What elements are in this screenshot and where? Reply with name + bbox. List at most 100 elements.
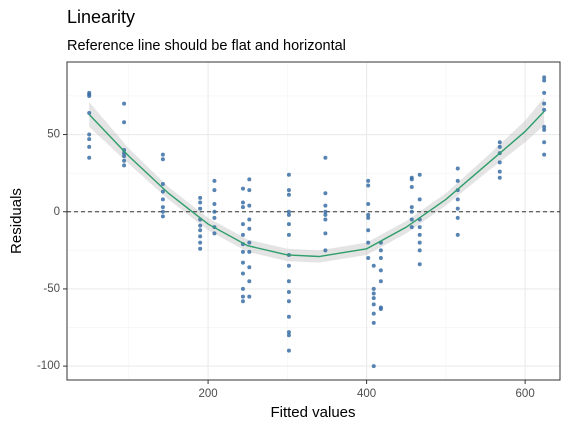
point (160, 152, 165, 157)
point (371, 291, 376, 296)
point (198, 234, 203, 239)
point (87, 155, 92, 160)
point (247, 177, 252, 182)
point (198, 246, 203, 251)
point (409, 209, 414, 214)
point (286, 299, 291, 304)
point (198, 206, 203, 211)
point (417, 172, 422, 177)
point (160, 157, 165, 162)
point (542, 90, 547, 95)
x-tick-label: 200 (198, 388, 217, 400)
point (542, 101, 547, 106)
point (323, 155, 328, 160)
confidence-band (89, 97, 545, 263)
point (417, 240, 422, 245)
point (378, 268, 383, 273)
point (160, 197, 165, 202)
point (417, 225, 422, 230)
point (198, 223, 203, 228)
point (371, 302, 376, 307)
point (247, 226, 252, 231)
y-tick-label: -100 (37, 360, 60, 372)
point (240, 200, 245, 205)
point (366, 240, 371, 245)
point (247, 294, 252, 299)
point (378, 248, 383, 253)
point (286, 222, 291, 227)
point (286, 232, 291, 237)
point (497, 140, 502, 145)
point (212, 215, 217, 220)
point (247, 217, 252, 222)
point (240, 271, 245, 276)
point (160, 189, 165, 194)
point (409, 205, 414, 210)
x-axis-label: Fitted values (270, 404, 355, 421)
point (371, 263, 376, 268)
point (417, 197, 422, 202)
point (240, 286, 245, 291)
point (323, 231, 328, 236)
point (542, 140, 547, 145)
point (378, 256, 383, 261)
point (409, 185, 414, 190)
point (455, 232, 460, 237)
point (409, 225, 414, 230)
point (247, 265, 252, 270)
point (455, 197, 460, 202)
point (417, 232, 422, 237)
point (409, 217, 414, 222)
point (455, 166, 460, 171)
point (366, 212, 371, 217)
point (286, 212, 291, 217)
point (366, 178, 371, 183)
point (247, 249, 252, 254)
point (198, 200, 203, 205)
point (122, 158, 127, 163)
point (247, 279, 252, 284)
smooth-line (88, 110, 545, 258)
point (198, 195, 203, 200)
chart-title: Linearity (67, 7, 135, 27)
point (542, 124, 547, 129)
point (122, 154, 127, 159)
point (286, 330, 291, 335)
point (323, 209, 328, 214)
point (409, 177, 414, 182)
point (371, 311, 376, 316)
point (212, 231, 217, 236)
point (542, 107, 547, 112)
point (87, 93, 92, 98)
point (286, 188, 291, 193)
point (247, 240, 252, 245)
point (240, 260, 245, 265)
point (542, 75, 547, 80)
point (286, 263, 291, 268)
point (286, 279, 291, 284)
point (198, 240, 203, 245)
point (286, 290, 291, 295)
point (286, 172, 291, 177)
point (417, 262, 422, 267)
point (212, 178, 217, 183)
point (160, 181, 165, 186)
point (286, 348, 291, 353)
point (286, 192, 291, 197)
point (366, 228, 371, 233)
point (455, 215, 460, 220)
point (455, 206, 460, 211)
point (240, 222, 245, 227)
point (323, 212, 328, 217)
point (286, 333, 291, 338)
point (371, 286, 376, 291)
point (160, 209, 165, 214)
point (497, 160, 502, 165)
point (323, 217, 328, 222)
x-tick-label: 600 (516, 388, 535, 400)
y-tick-label: 0 (54, 206, 60, 218)
y-tick-label: -50 (43, 283, 60, 295)
point (378, 306, 383, 311)
point (87, 137, 92, 142)
